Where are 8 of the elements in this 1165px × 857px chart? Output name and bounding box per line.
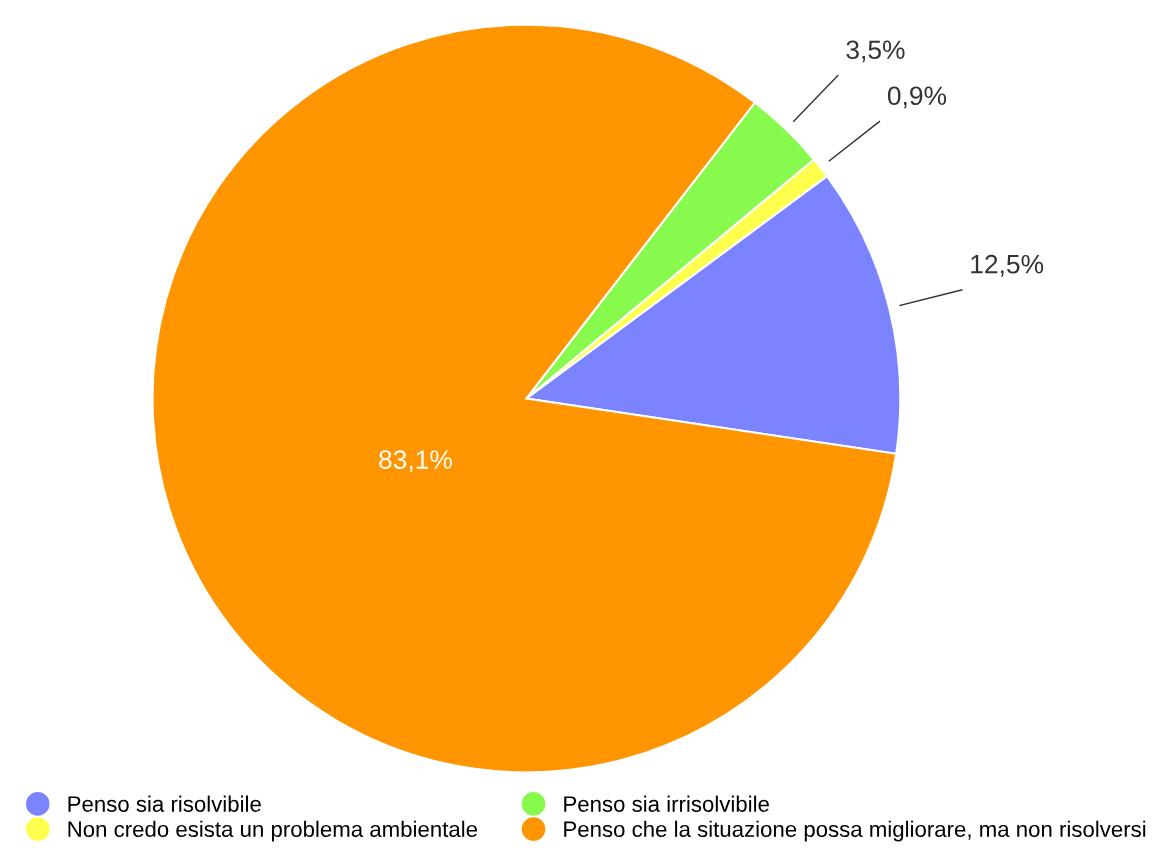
data-label: 0,9%: [887, 86, 947, 109]
data-label: 83,1%: [379, 450, 452, 473]
legend-label: Penso sia irrisolvibile: [564, 795, 769, 812]
data-label: 3,5%: [846, 40, 905, 63]
legend-label: Penso sia risolvibile: [68, 795, 261, 812]
legend-label: Penso che la situazione possa migliorare, ma non risolversi: [564, 820, 1146, 842]
data-label: 12,5%: [971, 254, 1044, 277]
legend-label: Non credo esista un problema ambientale: [68, 820, 478, 842]
